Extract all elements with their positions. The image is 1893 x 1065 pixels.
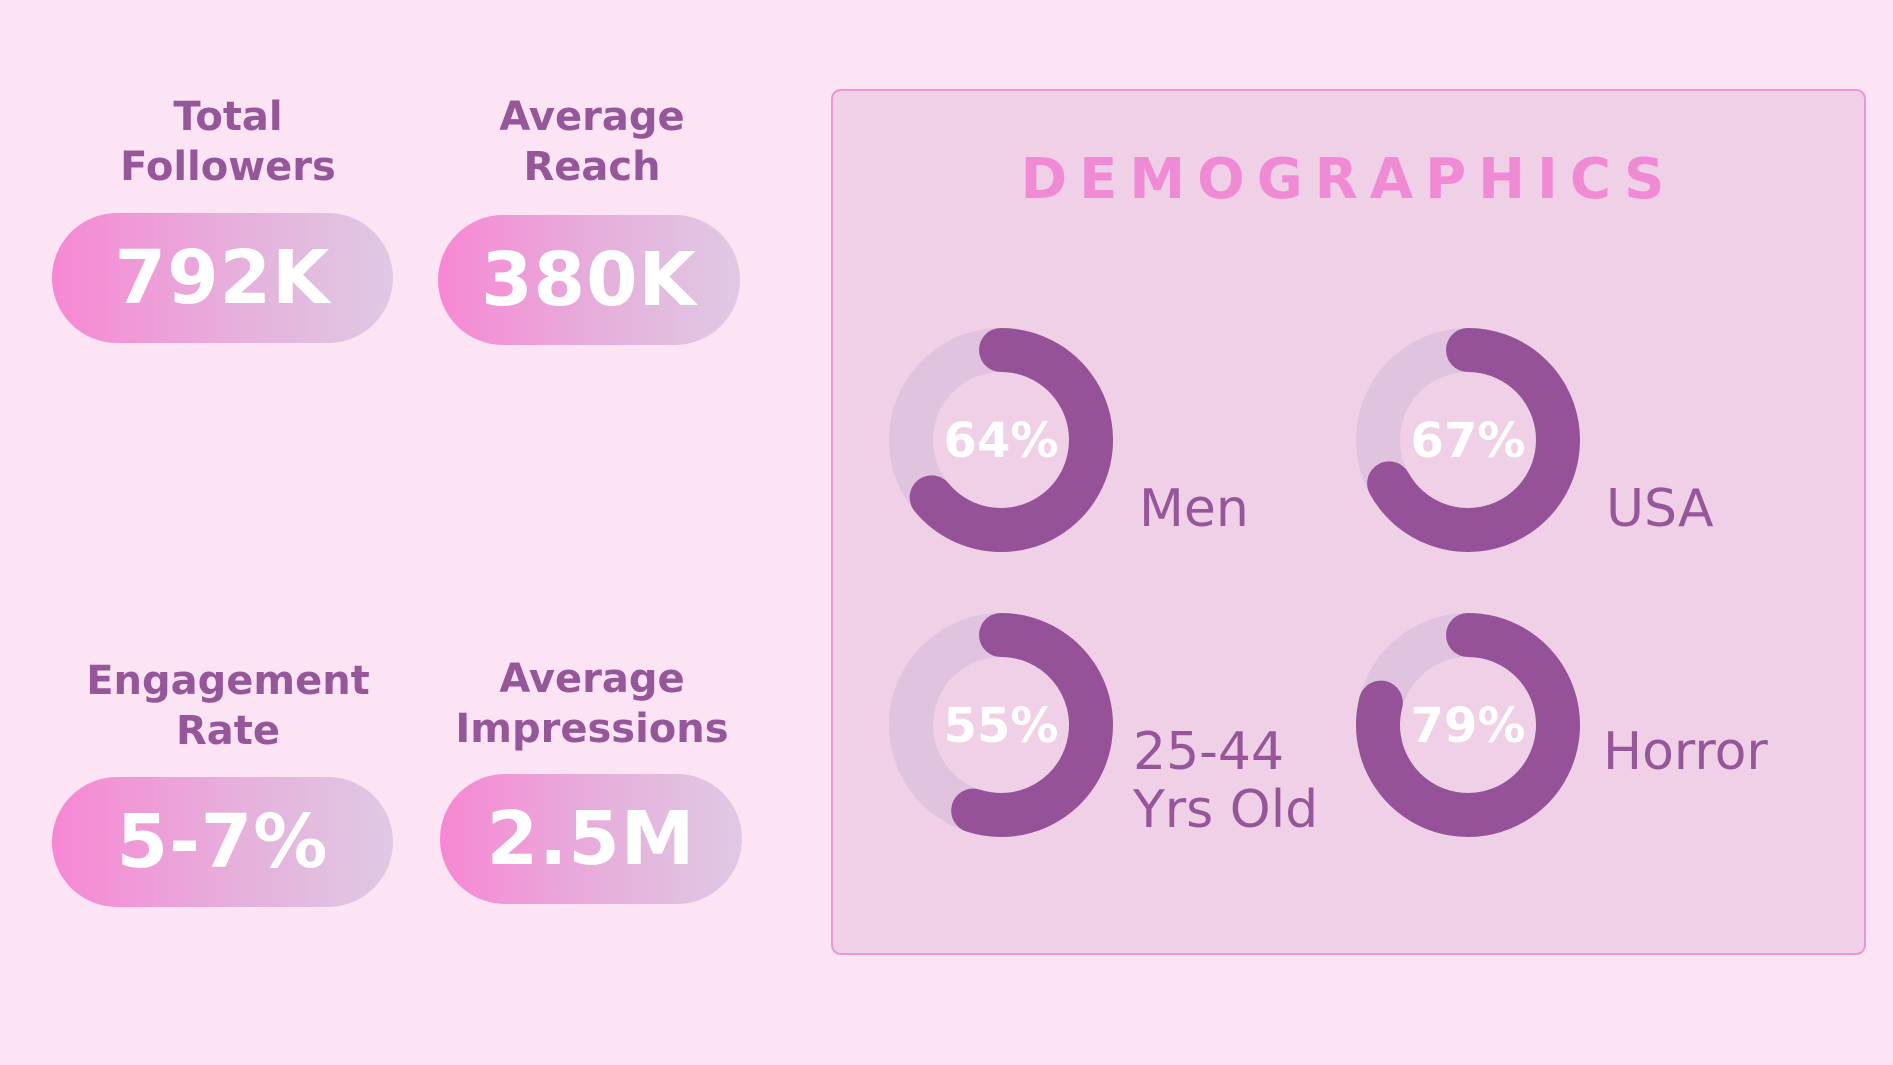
donut-category-label-age: 25-44 Yrs Old [1133, 723, 1318, 839]
donut-category-line: Men [1139, 479, 1249, 539]
donut-value-arc [1356, 613, 1580, 837]
stat-label-total-followers: Total Followers [38, 92, 418, 192]
stat-label-engagement-rate: Engagement Rate [38, 656, 418, 756]
donut-category-label-usa: USA [1606, 480, 1714, 538]
donut-category-line: 25-44 [1133, 722, 1285, 782]
stat-value-text: 380K [481, 237, 697, 323]
stat-label-line: Total [173, 94, 283, 140]
donut-value-arc [951, 613, 1113, 837]
donut-age: 55% [889, 613, 1113, 837]
demographics-panel: DEMOGRAPHICS 64% 67% 55% 79% Men USA 25-44 … [831, 89, 1866, 955]
donut-men: 64% [889, 328, 1113, 552]
donut-category-line: Yrs Old [1133, 780, 1319, 840]
stat-value-total-followers: 792K [52, 213, 393, 343]
donut-category-label-horror: Horror [1603, 723, 1768, 781]
stat-value-text: 5-7% [116, 799, 329, 885]
stat-value-engagement-rate: 5-7% [52, 777, 393, 907]
stat-label-line: Reach [523, 144, 661, 190]
stat-label-line: Followers [120, 144, 336, 190]
donut-value-label: 55% [944, 698, 1059, 754]
stat-label-line: Engagement [86, 658, 370, 704]
donut-category-line: Horror [1603, 722, 1768, 782]
demographics-donut-charts: 64% 67% 55% 79% [889, 328, 1580, 837]
donut-usa: 67% [1356, 328, 1580, 552]
stat-label-average-impressions: Average Impressions [402, 654, 782, 754]
donut-value-label: 64% [944, 413, 1059, 469]
donut-category-label-men: Men [1139, 480, 1249, 538]
stat-label-line: Average [499, 656, 685, 702]
donut-horror: 79% [1356, 613, 1580, 837]
stat-value-average-impressions: 2.5M [440, 774, 742, 904]
stat-label-average-reach: Average Reach [402, 92, 782, 192]
stat-label-line: Average [499, 94, 685, 140]
stat-label-line: Rate [175, 708, 281, 754]
donut-value-label: 79% [1411, 698, 1526, 754]
demographics-title: DEMOGRAPHICS [1020, 147, 1677, 212]
donut-value-arc [909, 328, 1113, 552]
stat-label-line: Impressions [455, 706, 729, 752]
stat-value-average-reach: 380K [438, 215, 740, 345]
stat-value-text: 2.5M [486, 796, 696, 882]
donut-category-line: USA [1606, 479, 1714, 539]
donut-value-arc [1367, 328, 1580, 552]
stat-value-text: 792K [114, 235, 331, 321]
donut-value-label: 67% [1411, 413, 1526, 469]
